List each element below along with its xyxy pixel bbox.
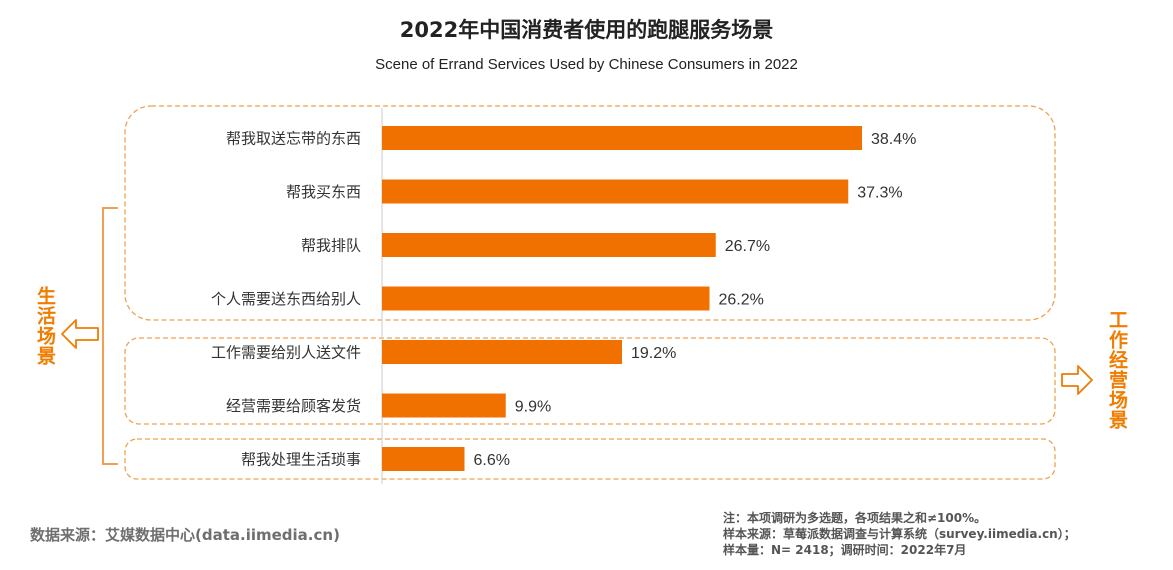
note-line: 样本量：N= 2418；调研时间：2022年7月 — [723, 543, 967, 557]
bar — [382, 447, 465, 471]
bar — [382, 126, 862, 150]
note-line: 样本来源：草莓派数据调查与计算系统（survey.iimedia.cn）； — [723, 527, 1076, 541]
note-line: 注：本项调研为多选题，各项结果之和≠100%。 — [723, 511, 987, 525]
bar — [382, 233, 716, 257]
group-label-work: 工作经营场景 — [1106, 310, 1128, 430]
value-label: 26.7% — [725, 238, 770, 255]
value-label: 19.2% — [631, 345, 676, 362]
arrow-left-icon — [61, 319, 99, 349]
value-label: 38.4% — [871, 131, 916, 148]
value-label: 26.2% — [719, 292, 764, 309]
bar — [382, 286, 710, 311]
arrow-right-icon — [1061, 365, 1093, 395]
life-bracket — [102, 207, 118, 465]
value-label: 9.9% — [515, 399, 551, 416]
category-label: 帮我取送忘带的东西 — [226, 130, 361, 148]
value-label: 37.3% — [857, 185, 902, 202]
category-label: 经营需要给顾客发货 — [226, 397, 361, 415]
bar — [382, 340, 622, 364]
notes-block: 注：本项调研为多选题，各项结果之和≠100%。 样本来源：草莓派数据调查与计算系… — [723, 510, 1163, 558]
bar — [382, 179, 849, 204]
category-label: 帮我处理生活琐事 — [241, 451, 361, 469]
category-label: 帮我买东西 — [286, 183, 361, 201]
category-label: 工作需要给别人送文件 — [211, 344, 361, 362]
data-source: 数据来源：艾媒数据中心(data.iimedia.cn) — [30, 526, 340, 544]
group-label-life: 生活场景 — [34, 286, 56, 366]
group-box-chores — [124, 438, 1056, 480]
chart-title: 2022年中国消费者使用的跑腿服务场景 — [399, 18, 774, 42]
chart-subtitle: Scene of Errand Services Used by Chinese… — [375, 56, 798, 73]
category-label: 帮我排队 — [301, 237, 361, 255]
group-box-personal — [124, 105, 1056, 321]
bar — [382, 393, 506, 418]
category-label: 个人需要送东西给别人 — [211, 290, 361, 308]
group-box-work — [124, 337, 1056, 425]
value-label: 6.6% — [474, 452, 510, 469]
